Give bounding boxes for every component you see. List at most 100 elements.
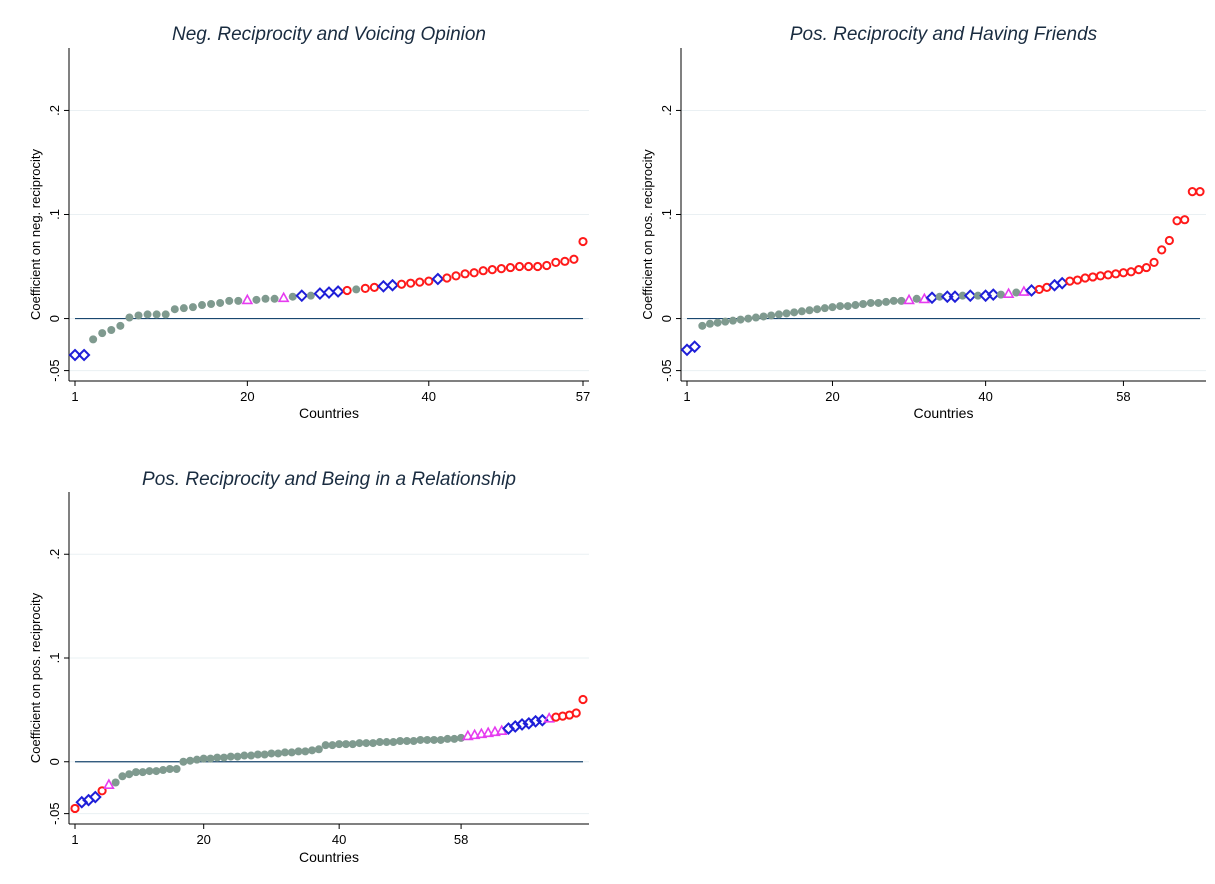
- y-axis-label: Coefficient on pos. reciprocity: [640, 149, 655, 320]
- data-point: [386, 278, 399, 292]
- x-tick-label: 1: [71, 389, 78, 404]
- data-point: [198, 301, 206, 310]
- data-point: [713, 318, 722, 327]
- data-point: [143, 310, 152, 319]
- data-point: [313, 287, 327, 301]
- data-point: [843, 302, 852, 311]
- data-point: [138, 768, 147, 777]
- data-point: [308, 746, 317, 755]
- data-point: [192, 755, 201, 764]
- data-point: [1172, 216, 1182, 226]
- data-point: [225, 296, 234, 305]
- data-point: [925, 291, 939, 305]
- data-point: [98, 329, 107, 338]
- data-point: [172, 765, 181, 774]
- data-point: [314, 745, 323, 754]
- data-point: [348, 740, 357, 749]
- data-point: [451, 271, 461, 281]
- chart-title: Pos. Reciprocity and Being in a Relation…: [142, 469, 516, 490]
- data-point: [828, 303, 837, 312]
- y-tick-label: -.05: [659, 359, 674, 381]
- data-point: [260, 750, 269, 759]
- data-point: [450, 734, 459, 743]
- data-point: [424, 276, 434, 286]
- data-point: [782, 309, 791, 318]
- data-point: [375, 738, 384, 747]
- data-point: [1002, 287, 1015, 298]
- data-point: [1126, 267, 1136, 277]
- data-point: [409, 737, 418, 745]
- data-point: [475, 727, 488, 739]
- y-tick-label: -.05: [47, 802, 62, 824]
- data-point: [402, 737, 411, 745]
- data-point: [482, 726, 495, 738]
- data-point: [295, 289, 309, 303]
- y-tick-label: .2: [659, 105, 674, 116]
- data-point: [118, 772, 127, 781]
- data-point: [341, 740, 350, 749]
- data-point: [851, 301, 860, 310]
- x-tick-label: 40: [422, 389, 436, 404]
- data-point: [247, 751, 256, 760]
- data-point: [1095, 271, 1106, 281]
- y-tick-label: 0: [47, 315, 62, 322]
- data-point: [744, 314, 753, 323]
- data-point: [134, 311, 143, 320]
- data-point: [253, 750, 262, 759]
- data-point: [578, 236, 588, 247]
- x-tick-label: 57: [576, 389, 590, 404]
- data-point: [859, 299, 868, 308]
- data-point: [152, 767, 161, 776]
- data-point: [460, 269, 470, 279]
- data-point: [111, 778, 120, 787]
- data-point: [1012, 288, 1021, 297]
- y-tick-label: -.05: [47, 359, 62, 381]
- data-point: [429, 735, 438, 744]
- y-tick-label: 0: [659, 315, 674, 322]
- data-point: [705, 319, 714, 328]
- data-point: [188, 303, 197, 312]
- data-point: [241, 293, 254, 305]
- data-point: [505, 262, 516, 273]
- data-point: [159, 766, 168, 775]
- data-point: [882, 297, 891, 306]
- data-point: [1111, 269, 1121, 279]
- data-point: [461, 729, 474, 741]
- data-point: [233, 752, 242, 761]
- chart-pos-reciprocity-relationship: Pos. Reciprocity and Being in a Relation…: [28, 469, 589, 865]
- data-point: [261, 294, 270, 303]
- chart-title: Neg. Reciprocity and Voicing Opinion: [172, 24, 486, 45]
- data-point: [736, 315, 745, 324]
- data-point: [533, 261, 543, 272]
- x-tick-label: 20: [825, 389, 839, 404]
- data-point: [322, 286, 336, 299]
- data-point: [220, 753, 229, 762]
- data-point: [1118, 268, 1129, 278]
- data-point: [751, 313, 760, 322]
- data-point: [288, 292, 297, 301]
- chart-pos-reciprocity-having-friends: Pos. Reciprocity and Having Friends -.05 0…: [640, 24, 1206, 421]
- data-point: [252, 295, 261, 304]
- data-point: [973, 291, 982, 300]
- data-point: [170, 305, 179, 314]
- data-point: [287, 748, 296, 757]
- data-point: [125, 770, 134, 779]
- x-axis-label: Countries: [299, 405, 359, 421]
- data-point: [165, 765, 174, 774]
- data-point: [199, 754, 208, 763]
- x-tick-label: 1: [683, 389, 690, 404]
- data-point: [571, 708, 581, 718]
- data-point: [759, 312, 768, 321]
- data-point: [436, 735, 445, 744]
- data-point: [369, 739, 378, 748]
- data-point: [360, 283, 370, 293]
- data-point: [335, 740, 344, 749]
- data-point: [234, 296, 243, 305]
- chart-neg-reciprocity-voicing-opinion: Neg. Reciprocity and Voicing Opinion -.05…: [28, 24, 590, 421]
- data-point: [487, 265, 497, 275]
- data-point: [179, 757, 188, 766]
- data-point: [728, 316, 737, 325]
- data-point: [496, 264, 506, 274]
- data-point: [912, 294, 921, 303]
- data-point: [240, 751, 249, 760]
